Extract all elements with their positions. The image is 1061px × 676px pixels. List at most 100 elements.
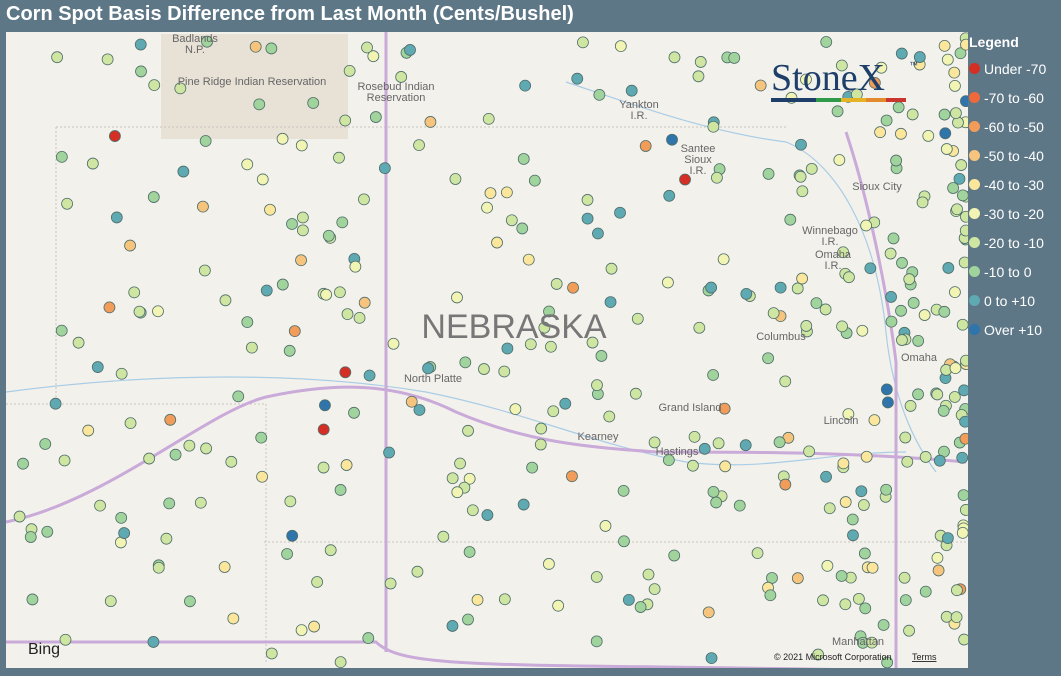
legend-item: -40 to -30 bbox=[969, 170, 1046, 199]
station bbox=[960, 38, 968, 51]
station bbox=[184, 595, 196, 608]
stations bbox=[13, 32, 968, 668]
place-label: Winnebago bbox=[802, 225, 858, 237]
station bbox=[949, 362, 962, 375]
station bbox=[55, 150, 68, 163]
legend-swatch bbox=[969, 92, 980, 103]
station bbox=[796, 185, 809, 198]
station bbox=[694, 56, 707, 68]
station bbox=[591, 379, 603, 392]
station bbox=[86, 157, 99, 170]
station bbox=[831, 105, 844, 118]
station bbox=[295, 139, 308, 152]
station bbox=[590, 635, 603, 648]
station bbox=[115, 367, 128, 380]
station bbox=[340, 459, 353, 471]
station bbox=[717, 253, 730, 266]
station bbox=[707, 120, 720, 133]
station bbox=[953, 172, 966, 185]
station bbox=[82, 424, 95, 437]
logo: StoneX bbox=[771, 57, 885, 99]
station bbox=[462, 613, 474, 626]
station bbox=[256, 470, 268, 483]
station bbox=[227, 612, 240, 625]
station bbox=[367, 50, 380, 63]
station bbox=[115, 511, 128, 524]
station bbox=[265, 42, 278, 55]
station bbox=[895, 304, 907, 317]
station bbox=[959, 224, 968, 237]
station bbox=[253, 98, 266, 111]
station bbox=[586, 336, 599, 349]
station bbox=[819, 303, 832, 316]
station bbox=[13, 510, 26, 523]
station bbox=[922, 130, 935, 142]
station bbox=[899, 431, 912, 444]
station bbox=[663, 189, 676, 202]
station bbox=[481, 201, 493, 214]
station bbox=[839, 496, 852, 508]
station bbox=[858, 547, 871, 560]
station bbox=[687, 459, 699, 472]
station bbox=[265, 647, 278, 660]
station bbox=[941, 53, 954, 66]
place-label: I.R. bbox=[824, 260, 841, 272]
attribution: © 2021 Microsoft Corporation bbox=[774, 652, 892, 662]
legend-swatch bbox=[969, 208, 980, 219]
station bbox=[856, 324, 869, 337]
station bbox=[846, 513, 859, 526]
station bbox=[842, 408, 855, 421]
station bbox=[864, 262, 877, 275]
station bbox=[614, 40, 627, 52]
station bbox=[516, 222, 529, 235]
station bbox=[241, 158, 254, 171]
station bbox=[383, 446, 395, 459]
terms[interactable]: Terms bbox=[912, 652, 937, 662]
station bbox=[751, 547, 764, 560]
station bbox=[135, 65, 147, 78]
station bbox=[958, 256, 968, 269]
station bbox=[334, 484, 347, 496]
station bbox=[773, 436, 786, 449]
station bbox=[505, 214, 518, 227]
station bbox=[336, 216, 349, 229]
station bbox=[437, 530, 450, 543]
station bbox=[796, 272, 809, 285]
station bbox=[72, 336, 85, 349]
station bbox=[952, 116, 964, 129]
station bbox=[868, 414, 881, 427]
legend-item: -30 to -20 bbox=[969, 199, 1046, 228]
station bbox=[124, 417, 137, 430]
place-label: Hastings bbox=[656, 446, 699, 458]
station bbox=[740, 287, 753, 300]
station bbox=[940, 143, 953, 155]
station bbox=[837, 246, 850, 259]
station bbox=[698, 442, 711, 455]
station bbox=[954, 47, 967, 60]
place-label: Rosebud Indian bbox=[357, 81, 434, 93]
station bbox=[666, 133, 678, 146]
state-label: NEBRASKA bbox=[421, 308, 606, 346]
station bbox=[877, 619, 890, 631]
station bbox=[884, 247, 897, 260]
station bbox=[947, 182, 960, 194]
station bbox=[847, 529, 859, 542]
station bbox=[286, 529, 299, 542]
legend-swatch bbox=[969, 179, 980, 190]
station bbox=[101, 53, 114, 66]
legend-label: Under -70 bbox=[984, 60, 1047, 77]
station bbox=[384, 577, 397, 590]
station bbox=[874, 126, 887, 139]
station bbox=[363, 369, 376, 382]
station bbox=[183, 439, 196, 452]
station bbox=[353, 311, 366, 324]
borders bbox=[6, 126, 968, 662]
station bbox=[895, 127, 907, 140]
station bbox=[124, 239, 136, 252]
station bbox=[662, 276, 674, 289]
station bbox=[194, 496, 207, 509]
station bbox=[719, 460, 732, 473]
station bbox=[956, 451, 968, 464]
station bbox=[26, 593, 39, 606]
